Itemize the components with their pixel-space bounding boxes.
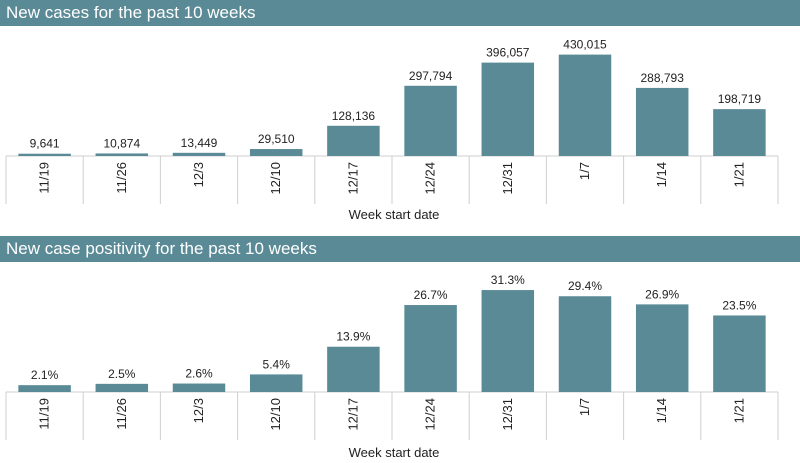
positivity-tick-label: 1/21: [731, 398, 746, 423]
positivity-bar-1-14: [635, 304, 689, 392]
cases-data-label: 9,641: [30, 137, 60, 151]
positivity-bar-chart: 2.1% 11/19 2.5% 11/26 2.6% 12/3 5.4% 12/10 13.9%…: [5, 273, 779, 460]
cases-tick-label: 11/19: [37, 162, 52, 194]
cases-tick-label: 1/21: [731, 162, 746, 187]
cases-data-label: 10,874: [103, 136, 140, 150]
cases-data-label: 128,136: [332, 109, 376, 123]
cases-x-axis-title: Week start date: [349, 207, 440, 222]
positivity-bar-12-10: [249, 374, 303, 392]
cases-tick-label: 12/17: [345, 162, 360, 195]
positivity-bar-12-3: [172, 383, 226, 392]
cases-bar-12-10: [249, 149, 303, 156]
cases-tick-label: 11/26: [114, 162, 129, 194]
positivity-bar-12-17: [327, 346, 380, 392]
cases-tick-label: 12/10: [268, 162, 283, 195]
cases-bar-1-7: [558, 54, 612, 156]
cases-tick-label: 1/14: [654, 162, 669, 187]
cases-data-label: 198,719: [718, 92, 762, 106]
cases-bar-1-14: [635, 87, 689, 156]
positivity-data-label: 5.4%: [263, 357, 291, 371]
positivity-tick-label: 12/24: [423, 398, 438, 431]
positivity-data-label: 29.4%: [568, 279, 602, 293]
cases-data-label: 288,793: [641, 71, 685, 85]
positivity-tick-label: 11/26: [114, 398, 129, 430]
positivity-data-label: 23.5%: [722, 298, 756, 312]
cases-bar-11-19: [18, 153, 71, 156]
cases-bar-11-26: [95, 153, 149, 156]
cases-data-label: 396,057: [486, 46, 530, 60]
positivity-data-label: 13.9%: [336, 330, 370, 344]
cases-bar-1-21: [713, 109, 766, 156]
positivity-tick-label: 1/14: [654, 398, 669, 423]
new-cases-bar-chart: 9,641 11/19 10,874 11/26 13,449 12/3 29,510 12/…: [5, 38, 779, 222]
positivity-bar-1-7: [558, 296, 612, 392]
positivity-data-label: 2.5%: [108, 367, 136, 381]
positivity-bar-12-31: [481, 290, 535, 392]
cases-tick-label: 12/31: [500, 162, 515, 195]
positivity-data-label: 26.9%: [645, 287, 679, 301]
positivity-tick-label: 11/19: [37, 398, 52, 430]
positivity-data-label: 31.3%: [491, 273, 525, 287]
cases-tick-label: 12/24: [423, 162, 438, 195]
positivity-tick-label: 12/10: [268, 398, 283, 431]
positivity-data-label: 2.6%: [185, 367, 213, 381]
cases-tick-label: 1/7: [577, 162, 592, 180]
positivity-bar-11-26: [95, 383, 149, 392]
cases-bar-12-17: [327, 125, 380, 156]
positivity-data-label: 2.1%: [31, 368, 59, 382]
cases-data-label: 29,510: [258, 132, 295, 146]
cases-data-label: 430,015: [563, 38, 607, 52]
positivity-bar-12-24: [404, 305, 457, 392]
cases-data-label: 297,794: [409, 69, 453, 83]
positivity-tick-label: 12/3: [191, 398, 206, 423]
positivity-tick-label: 12/31: [500, 398, 515, 431]
cases-bar-12-31: [481, 62, 535, 156]
positivity-chart-title: New case positivity for the past 10 week…: [0, 236, 800, 262]
new-cases-chart-title: New cases for the past 10 weeks: [0, 0, 800, 26]
new-cases-panel: New cases for the past 10 weeks 9,641 11/…: [0, 0, 800, 231]
cases-bar-12-3: [172, 152, 226, 156]
cases-bar-12-24: [404, 85, 457, 156]
positivity-tick-label: 1/7: [577, 398, 592, 416]
positivity-x-axis-title: Week start date: [349, 445, 440, 460]
positivity-tick-label: 12/17: [345, 398, 360, 431]
positivity-data-label: 26.7%: [414, 288, 448, 302]
positivity-panel: New case positivity for the past 10 week…: [0, 236, 800, 463]
positivity-bar-1-21: [713, 315, 766, 392]
cases-data-label: 13,449: [181, 136, 218, 150]
cases-tick-label: 12/3: [191, 162, 206, 187]
positivity-bar-11-19: [18, 385, 71, 392]
